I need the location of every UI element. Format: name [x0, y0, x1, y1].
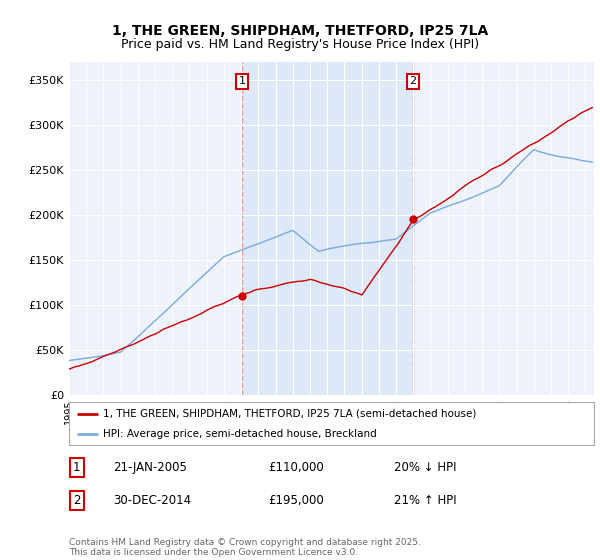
Text: 21% ↑ HPI: 21% ↑ HPI: [395, 494, 457, 507]
Text: 21-JAN-2005: 21-JAN-2005: [113, 461, 187, 474]
Text: 1: 1: [239, 76, 245, 86]
Text: 20% ↓ HPI: 20% ↓ HPI: [395, 461, 457, 474]
Text: 1, THE GREEN, SHIPDHAM, THETFORD, IP25 7LA (semi-detached house): 1, THE GREEN, SHIPDHAM, THETFORD, IP25 7…: [103, 409, 476, 419]
Text: 30-DEC-2014: 30-DEC-2014: [113, 494, 192, 507]
Text: £195,000: £195,000: [269, 494, 324, 507]
Text: 1: 1: [73, 461, 80, 474]
Bar: [242, 62, 413, 395]
Text: Contains HM Land Registry data © Crown copyright and database right 2025.
This d: Contains HM Land Registry data © Crown c…: [69, 538, 421, 557]
Text: HPI: Average price, semi-detached house, Breckland: HPI: Average price, semi-detached house,…: [103, 428, 377, 438]
Text: Price paid vs. HM Land Registry's House Price Index (HPI): Price paid vs. HM Land Registry's House …: [121, 38, 479, 52]
Text: 2: 2: [73, 494, 80, 507]
Text: 1, THE GREEN, SHIPDHAM, THETFORD, IP25 7LA: 1, THE GREEN, SHIPDHAM, THETFORD, IP25 7…: [112, 24, 488, 38]
Text: £110,000: £110,000: [269, 461, 324, 474]
Text: 2: 2: [410, 76, 416, 86]
